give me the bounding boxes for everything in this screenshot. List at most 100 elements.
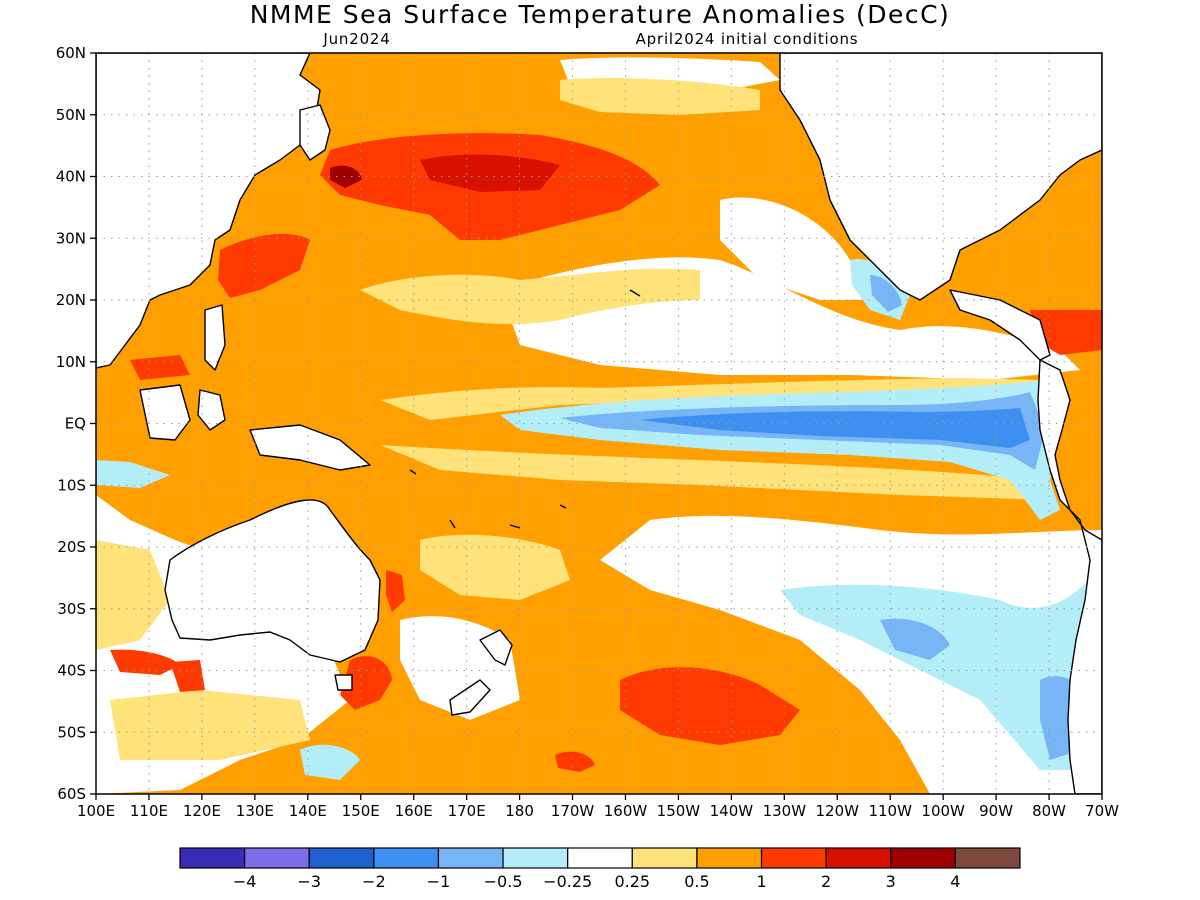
new-zealand-north-island <box>479 629 513 666</box>
region-yellow-indian <box>96 540 170 650</box>
region-yellow-north <box>360 268 700 325</box>
region-south-pacific-red <box>620 667 800 745</box>
longitude-tick-label: 120W <box>816 802 860 820</box>
graticule <box>96 53 1102 794</box>
longitude-tick-label: 100E <box>77 802 115 820</box>
colorbar-swatch <box>179 847 246 869</box>
longitude-tick-label: 140W <box>710 802 754 820</box>
latitude-axis: 60N 50N 40N 30N 20N 10N EQ 10S 20S 30S 40S 50S 60S <box>56 44 96 803</box>
region-southeast-white <box>600 515 1102 794</box>
longitude-tick-label: 160E <box>395 802 433 820</box>
australia-landmass <box>164 499 381 663</box>
colorbar-swatch <box>437 847 504 869</box>
colorbar-swatch <box>502 847 569 869</box>
colorbar-tick-label: −3 <box>297 872 321 891</box>
longitude-tick-label: 170E <box>448 802 486 820</box>
sulawesi-island <box>197 389 226 431</box>
longitude-tick-label: 80W <box>1032 802 1066 820</box>
colorbar-swatch <box>890 847 956 869</box>
colorbar-swatch <box>954 847 1021 869</box>
initial-conditions-label: April2024 initial conditions <box>636 30 859 48</box>
region-yellow-coral-sea <box>420 534 570 600</box>
figure-title: NMME Sea Surface Temperature Anomalies (… <box>250 0 951 29</box>
colorbar-swatch <box>308 847 375 869</box>
longitude-tick-label: 180 <box>505 802 534 820</box>
region-cold-tongue-core <box>640 408 1030 448</box>
colorbar-swatch <box>567 847 633 869</box>
new-guinea-island <box>249 424 371 471</box>
colorbar-tick-label: −2 <box>362 872 386 891</box>
colorbar-tick-label: 3 <box>886 872 896 891</box>
colorbar-tick-label: −0.25 <box>543 872 592 891</box>
longitude-tick-label: 130E <box>236 802 274 820</box>
longitude-tick-label: 110W <box>868 802 912 820</box>
region-northeast-white <box>720 197 870 300</box>
colorbar-tick-label: 1 <box>756 872 766 891</box>
longitude-tick-label: 70W <box>1085 802 1119 820</box>
colorbar-swatch <box>760 847 827 869</box>
central-america-landmass <box>949 289 1051 361</box>
region-kuroshio-core <box>420 154 560 192</box>
new-zealand-south-island <box>449 679 491 716</box>
colorbar-swatch <box>696 847 763 869</box>
region-yellow-southern-indian <box>110 690 310 760</box>
colorbar: −4 −3 −2 −1 −0.5 −0.25 0.25 0.5 1 2 3 4 <box>179 847 1021 891</box>
longitude-tick-label: 140E <box>289 802 327 820</box>
borneo-island <box>139 384 191 441</box>
north-america-landmass <box>779 53 1102 301</box>
longitude-tick-label: 110E <box>130 802 168 820</box>
region-indian-red-1 <box>110 649 180 675</box>
latitude-tick-label: 30N <box>56 229 86 247</box>
region-yellow-north-pacific <box>560 78 760 115</box>
colorbar-tick-label: 2 <box>821 872 831 891</box>
latitude-tick-label: 60S <box>57 785 86 803</box>
latitude-tick-label: 50S <box>57 723 86 741</box>
longitude-axis: 100E 110E 120E 130E 140E 150E 160E 170E 180 170W 1… <box>77 794 1119 820</box>
latitude-tick-label: EQ <box>65 415 86 433</box>
colorbar-swatch <box>631 847 698 869</box>
latitude-tick-label: 10N <box>56 353 86 371</box>
south-america-landmass <box>1037 359 1102 794</box>
latitude-tick-label: 10S <box>57 476 86 494</box>
longitude-tick-label: 150W <box>657 802 701 820</box>
forecast-month-label: Jun2024 <box>322 30 390 48</box>
region-east-australia-red <box>386 570 405 612</box>
latitude-tick-label: 40S <box>57 662 86 680</box>
region-southeast-pacific-blue <box>780 560 1102 770</box>
region-southern-red-patch <box>555 751 595 772</box>
region-caribbean-red <box>1030 310 1102 355</box>
region-baja-blue-core <box>870 275 902 312</box>
colorbar-tick-label: −0.5 <box>484 872 523 891</box>
continents <box>96 53 1102 794</box>
region-bay-of-bengal-red <box>130 355 190 380</box>
longitude-tick-label: 100W <box>921 802 965 820</box>
colorbar-swatch <box>244 847 310 869</box>
longitude-tick-label: 170W <box>551 802 595 820</box>
colorbar-tick-label: −4 <box>233 872 257 891</box>
longitude-tick-label: 160W <box>604 802 648 820</box>
region-southeast-blue-patch <box>880 618 950 660</box>
colorbar-tick-label: 0.25 <box>614 872 650 891</box>
longitude-tick-label: 150E <box>342 802 380 820</box>
philippines-islands <box>204 304 226 371</box>
japan-islands <box>299 104 331 161</box>
colorbar-swatch <box>373 847 440 869</box>
latitude-tick-label: 30S <box>57 600 86 618</box>
longitude-tick-label: 120E <box>183 802 221 820</box>
longitude-tick-label: 90W <box>979 802 1013 820</box>
region-kuroshio-peak <box>330 165 362 188</box>
region-east-china-red <box>218 233 310 298</box>
colorbar-tick-label: 4 <box>950 872 960 891</box>
latitude-tick-label: 20S <box>57 538 86 556</box>
region-tasmania-red <box>340 656 392 710</box>
colorbar-tick-label: 0.5 <box>684 872 709 891</box>
latitude-tick-label: 50N <box>56 106 86 124</box>
region-southern-ocean-blue <box>300 744 360 780</box>
region-yellow-equatorial-south <box>380 445 1050 500</box>
pacific-islands <box>409 289 641 529</box>
longitude-tick-label: 130W <box>763 802 807 820</box>
asia-landmass <box>96 53 321 369</box>
latitude-tick-label: 40N <box>56 168 86 186</box>
region-indian-red-2 <box>170 660 205 692</box>
